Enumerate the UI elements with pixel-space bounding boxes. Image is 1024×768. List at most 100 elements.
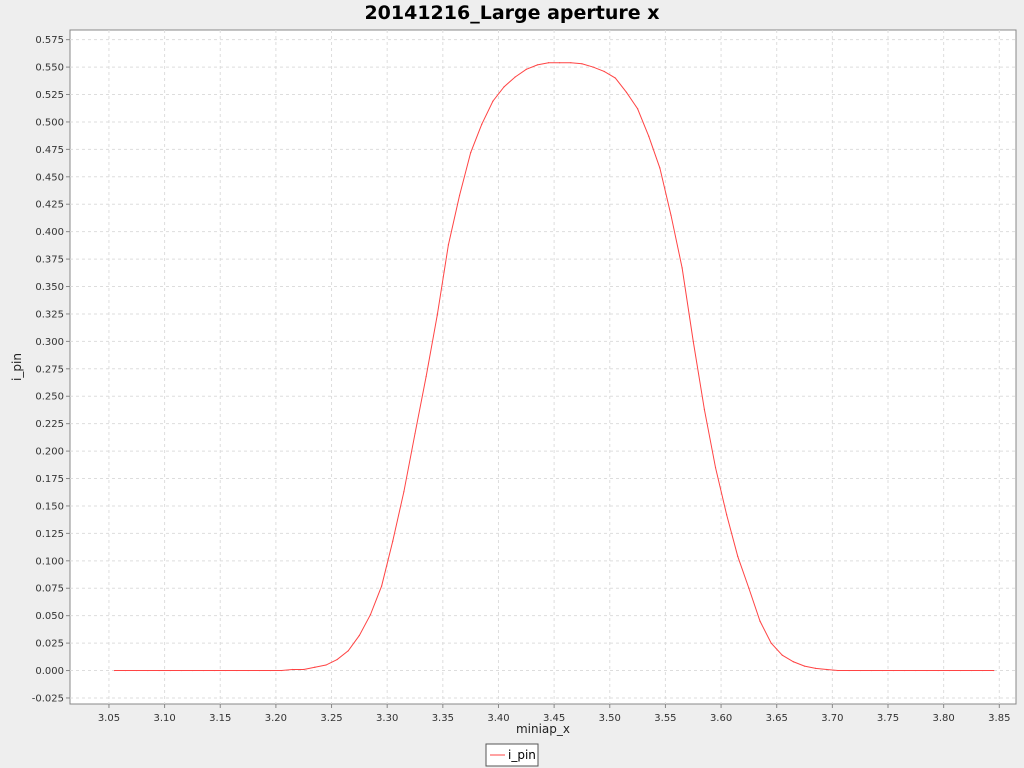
legend-box (485, 743, 539, 767)
data-point (291, 668, 294, 671)
data-point (792, 661, 795, 663)
x-tick-label: 3.25 (320, 713, 342, 724)
data-point (403, 491, 405, 493)
y-axis-label: i_pin (10, 353, 24, 381)
data-point (959, 669, 961, 672)
data-point (592, 66, 594, 68)
y-tick-label: 0.550 (35, 63, 64, 74)
x-axis: 3.05 3.10 3.15 3.20 3.25 3.30 3.35 3.40 3.45 3.50… (98, 704, 1010, 724)
data-point (915, 669, 917, 672)
y-tick-label: 0.500 (35, 117, 64, 128)
y-tick-label: -0.025 (32, 693, 64, 704)
legend-entry-i_pin: i_pin (508, 748, 536, 762)
data-point (147, 669, 149, 672)
data-point (859, 669, 861, 672)
y-tick-label: 0.325 (35, 309, 64, 320)
y-tick-label: 0.475 (35, 145, 64, 156)
y-tick-label: 0.525 (35, 90, 64, 101)
data-point (470, 152, 472, 154)
data-point (970, 669, 973, 672)
y-tick-label: 0.000 (35, 666, 64, 677)
data-point (536, 64, 539, 66)
y-tick-label: 0.250 (35, 392, 64, 403)
data-point (392, 540, 394, 542)
data-point (414, 432, 416, 435)
legend: i_pin (485, 743, 539, 767)
data-point (225, 669, 227, 672)
data-point (158, 669, 160, 672)
data-point (692, 340, 694, 342)
x-tick-label: 3.30 (376, 713, 398, 724)
y-tick-label: 0.125 (35, 529, 64, 540)
data-point (837, 669, 839, 672)
data-point (904, 669, 906, 672)
data-point (358, 634, 360, 637)
data-point (892, 669, 895, 672)
data-point (759, 620, 761, 622)
data-point (125, 669, 127, 672)
y-tick-label: 0.075 (35, 584, 64, 595)
x-tick-label: 3.55 (654, 713, 676, 724)
x-tick-label: 3.70 (821, 713, 843, 724)
data-point (247, 669, 249, 672)
data-point (881, 669, 884, 672)
data-point (236, 669, 238, 672)
y-tick-label: 0.575 (35, 35, 64, 46)
data-point (870, 669, 872, 672)
y-axis: -0.025 0.000 0.025 0.050 0.075 0.100 0.125 0.15… (32, 35, 70, 704)
data-point (447, 244, 449, 246)
data-point (781, 654, 783, 656)
y-tick-label: 0.375 (35, 255, 64, 266)
y-tick-label: 0.150 (35, 501, 64, 512)
data-point (269, 669, 271, 672)
data-point (603, 70, 605, 73)
data-point (347, 650, 349, 652)
x-tick-label: 3.60 (710, 713, 732, 724)
x-tick-label: 3.75 (877, 713, 899, 724)
data-point (336, 658, 338, 661)
data-point (714, 466, 717, 469)
data-point (369, 613, 372, 616)
x-axis-label: miniap_x (516, 722, 570, 736)
y-tick-label: 0.100 (35, 556, 64, 567)
data-point (826, 668, 828, 671)
data-point (458, 194, 461, 197)
data-point (614, 77, 616, 79)
x-tick-label: 3.85 (988, 713, 1010, 724)
data-point (770, 642, 772, 644)
x-tick-label: 3.45 (543, 713, 565, 724)
data-point (982, 669, 984, 672)
y-tick-label: 0.175 (35, 474, 64, 485)
y-tick-label: 0.400 (35, 227, 64, 238)
x-tick-label: 3.35 (432, 713, 454, 724)
y-tick-label: 0.300 (35, 337, 64, 348)
data-point (514, 76, 516, 78)
data-point (703, 408, 705, 411)
data-point (559, 62, 561, 64)
data-point (503, 86, 505, 88)
x-tick-label: 3.05 (98, 713, 120, 724)
y-tick-label: 0.450 (35, 172, 64, 183)
x-tick-label: 3.50 (599, 713, 621, 724)
data-point (169, 669, 171, 672)
data-point (214, 669, 216, 672)
data-point (314, 666, 316, 668)
data-point (648, 135, 650, 137)
data-point (180, 669, 182, 672)
y-tick-label: 0.050 (35, 611, 64, 622)
data-point (436, 314, 438, 316)
series-layer (113, 62, 995, 672)
data-point (325, 664, 327, 666)
data-point (659, 167, 661, 169)
data-point (581, 63, 583, 65)
data-point (136, 669, 138, 672)
x-tick-label: 3.80 (933, 713, 955, 724)
data-point (803, 665, 806, 667)
data-point (926, 669, 928, 672)
data-point (737, 555, 739, 558)
x-tick-label: 3.10 (153, 713, 175, 724)
data-point (637, 108, 639, 110)
data-point (670, 214, 672, 216)
y-tick-label: 0.275 (35, 364, 64, 375)
data-point (848, 669, 850, 672)
